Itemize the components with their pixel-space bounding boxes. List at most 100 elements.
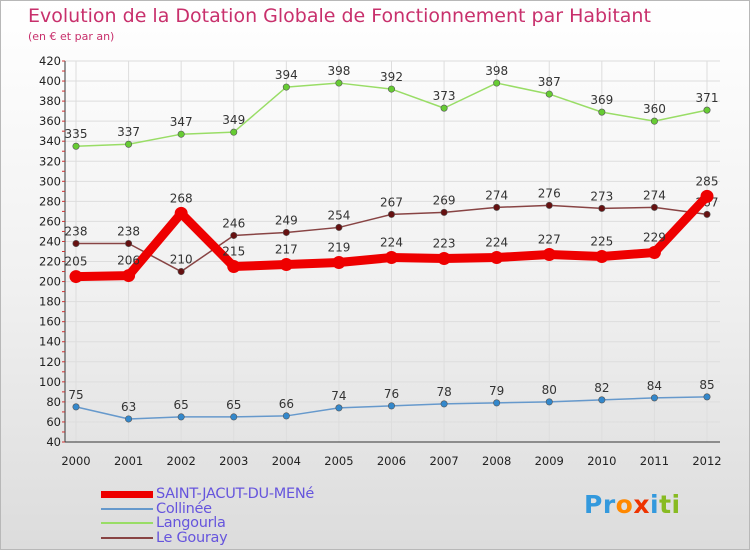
- legend-label: SAINT-JACUT-DU-MENé: [156, 486, 315, 502]
- data-point: [493, 79, 501, 87]
- data-label: 238: [117, 224, 140, 238]
- y-tick-label: 360: [39, 114, 61, 128]
- data-point: [387, 402, 395, 410]
- data-label: 76: [384, 387, 399, 401]
- y-tick-label: 180: [39, 295, 61, 309]
- data-label: 285: [696, 174, 719, 188]
- legend-swatch: [101, 537, 153, 539]
- y-tick-label: 300: [39, 174, 61, 188]
- data-label: 206: [117, 254, 140, 268]
- data-label: 267: [380, 195, 403, 209]
- x-tick-label: 2008: [482, 454, 511, 468]
- data-label: 80: [542, 383, 557, 397]
- proxiti-logo: Proxiti: [584, 490, 681, 519]
- data-label: 238: [65, 224, 88, 238]
- data-label: 249: [275, 213, 298, 227]
- data-point: [125, 415, 133, 423]
- data-label: 82: [594, 381, 609, 395]
- data-label: 246: [222, 216, 245, 230]
- data-label: 269: [433, 193, 456, 207]
- data-label: 398: [327, 64, 350, 78]
- data-label: 223: [433, 237, 456, 251]
- data-label: 219: [327, 241, 350, 255]
- data-point: [542, 248, 556, 262]
- data-label: 276: [538, 186, 561, 200]
- data-point: [335, 79, 343, 87]
- y-tick-label: 140: [39, 335, 61, 349]
- x-tick-label: 2005: [324, 454, 353, 468]
- legend-item-langourla: Langourla: [101, 515, 226, 531]
- data-point: [440, 208, 448, 216]
- legend-swatch: [101, 508, 153, 510]
- data-label: 347: [170, 115, 193, 129]
- data-point: [493, 399, 501, 407]
- legend-item-saint-jacut: SAINT-JACUT-DU-MENé: [101, 486, 314, 502]
- data-label: 74: [331, 389, 346, 403]
- x-tick-label: 2006: [377, 454, 406, 468]
- data-label: 210: [170, 253, 193, 267]
- x-tick-label: 2003: [219, 454, 248, 468]
- legend-label: Collinée: [156, 501, 212, 517]
- data-point: [598, 204, 606, 212]
- y-tick-label: 240: [39, 234, 61, 248]
- logo-letter: o: [615, 490, 634, 519]
- y-tick-label: 120: [39, 355, 61, 369]
- y-tick-label: 40: [46, 435, 61, 449]
- data-point: [72, 142, 80, 150]
- data-label: 274: [485, 188, 508, 202]
- data-label: 217: [275, 243, 298, 257]
- data-label: 371: [696, 91, 719, 105]
- x-tick-label: 2002: [167, 454, 196, 468]
- data-point: [125, 140, 133, 148]
- data-point: [335, 223, 343, 231]
- data-label: 75: [68, 388, 83, 402]
- x-tick-label: 2001: [114, 454, 143, 468]
- data-label: 215: [222, 245, 245, 259]
- data-point: [647, 246, 661, 260]
- data-label: 65: [226, 398, 241, 412]
- data-point: [493, 203, 501, 211]
- data-point: [69, 270, 83, 284]
- chart-title: Evolution de la Dotation Globale de Fonc…: [28, 5, 651, 27]
- x-tick-label: 2004: [272, 454, 301, 468]
- data-point: [545, 201, 553, 209]
- x-tick-label: 2009: [535, 454, 564, 468]
- y-tick-label: 160: [39, 315, 61, 329]
- legend-label: Langourla: [156, 515, 226, 531]
- data-label: 205: [65, 255, 88, 269]
- data-label: 254: [327, 208, 350, 222]
- legend-label: Le Gouray: [156, 530, 228, 546]
- logo-letter: r: [602, 490, 616, 519]
- data-point: [387, 210, 395, 218]
- series-collin-e: 75 63 65 65 66 74 76 78 79 80 82 84 85: [68, 378, 715, 423]
- data-point: [230, 128, 238, 136]
- data-label: 65: [174, 398, 189, 412]
- data-label: 224: [485, 236, 508, 250]
- data-label: 63: [121, 400, 136, 414]
- data-point: [440, 104, 448, 112]
- data-label: 225: [590, 235, 613, 249]
- logo-letter: t: [659, 490, 672, 519]
- data-label: 273: [590, 189, 613, 203]
- data-point: [230, 413, 238, 421]
- data-label: 335: [65, 127, 88, 141]
- y-tick-label: 380: [39, 94, 61, 108]
- y-tick-label: 260: [39, 214, 61, 228]
- y-tick-label: 100: [39, 375, 61, 389]
- y-tick-label: 200: [39, 275, 61, 289]
- data-point: [437, 252, 451, 266]
- data-point: [703, 393, 711, 401]
- data-label: 229: [643, 231, 666, 245]
- legend-item-collinee: Collinée: [101, 501, 212, 517]
- x-tick-label: 2007: [429, 454, 458, 468]
- data-point: [125, 239, 133, 247]
- logo-letter: x: [633, 490, 650, 519]
- data-point: [72, 403, 80, 411]
- data-point: [598, 396, 606, 404]
- data-label: 227: [538, 233, 561, 247]
- data-point: [703, 106, 711, 114]
- data-label: 349: [222, 113, 245, 127]
- y-tick-label: 220: [39, 255, 61, 269]
- data-point: [595, 250, 609, 264]
